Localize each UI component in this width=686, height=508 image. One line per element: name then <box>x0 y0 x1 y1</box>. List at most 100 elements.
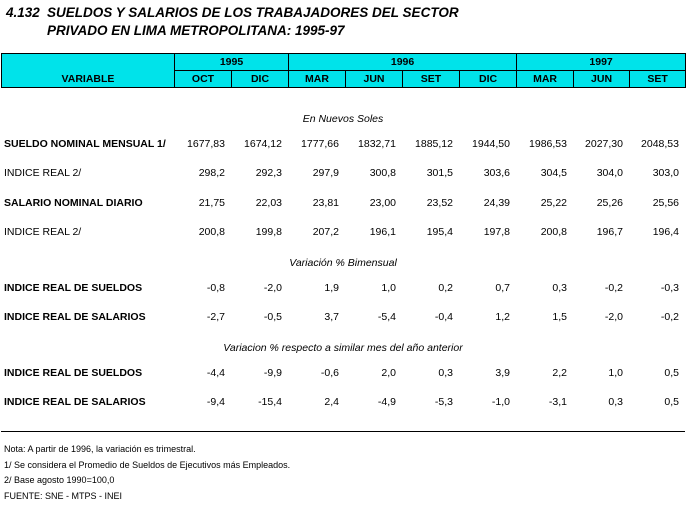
table-row: INDICE REAL DE SALARIOS -2,7 -0,5 3,7 -5,4 -0… <box>1 303 685 333</box>
table-cell: 24,39 <box>483 196 510 209</box>
table-cell: -5,3 <box>434 396 453 409</box>
month-header: JUN <box>573 70 631 88</box>
table-cell: 0,5 <box>664 396 679 409</box>
table-row: INDICE REAL 2/298,2 292,3 297,9 300,8 301,5 3… <box>1 159 685 189</box>
table-cell: 25,22 <box>540 196 567 209</box>
month-header: OCT <box>174 70 232 88</box>
table-cell: 199,8 <box>255 226 282 239</box>
table-cell: 301,5 <box>426 167 453 180</box>
table-cell: 1,9 <box>324 281 339 294</box>
table-cell: 23,00 <box>369 196 396 209</box>
row-label: SUELDO NOMINAL MENSUAL 1/ <box>4 137 166 150</box>
table-cell: -5,4 <box>377 311 396 324</box>
table-cell: -0,5 <box>263 311 282 324</box>
table-row: INDICE REAL DE SALARIOS -9,4 -15,4 2,4 -4,9 -… <box>1 388 685 418</box>
table-cell: 1677,83 <box>187 137 225 150</box>
table-cell: 0,5 <box>664 366 679 379</box>
table-cell: 2048,53 <box>641 137 679 150</box>
row-label: INDICE REAL DE SALARIOS <box>4 311 146 324</box>
table-cell: -2,0 <box>604 311 623 324</box>
table-cell: 196,4 <box>652 226 679 239</box>
table-cell: 22,03 <box>255 196 282 209</box>
table-cell: 297,9 <box>312 167 339 180</box>
table-header: VARIABLE 1995 1996 1997 OCT DIC MAR JUN SET D… <box>1 53 686 88</box>
footnote: 1/ Se considera el Promedio de Sueldos d… <box>4 459 291 470</box>
section-caption: Variación % Bimensual <box>289 257 397 269</box>
table-cell: 23,81 <box>312 196 339 209</box>
table-cell: -0,8 <box>206 281 225 294</box>
table-cell: -2,7 <box>206 311 225 324</box>
table-cell: -15,4 <box>258 396 282 409</box>
table-cell: -0,2 <box>604 281 623 294</box>
table-cell: 2,2 <box>552 366 567 379</box>
month-header: DIC <box>459 70 518 88</box>
month-header: SET <box>629 70 686 88</box>
table-cell: 1777,66 <box>301 137 339 150</box>
table-cell: 1944,50 <box>472 137 510 150</box>
table-cell: 300,8 <box>369 167 396 180</box>
month-header: MAR <box>516 70 575 88</box>
table-cell: 197,8 <box>483 226 510 239</box>
table-cell: 195,4 <box>426 226 453 239</box>
table-cell: 0,3 <box>552 281 567 294</box>
table-row: SALARIO NOMINAL DIARIO 21,75 22,03 23,81 23,… <box>1 188 685 218</box>
table-cell: 0,7 <box>495 281 510 294</box>
row-label: INDICE REAL DE SUELDOS <box>4 281 143 294</box>
table-row: INDICE REAL DE SUELDOS -4,4 -9,9 -0,6 2,0 0,3… <box>1 358 685 388</box>
table-cell: 196,7 <box>596 226 623 239</box>
table-cell: 2027,30 <box>585 137 623 150</box>
table-cell: -4,9 <box>377 396 396 409</box>
table-cell: -0,3 <box>660 281 679 294</box>
table-cell: -0,2 <box>660 311 679 324</box>
table-cell: 1,5 <box>552 311 567 324</box>
table-cell: 1986,53 <box>529 137 567 150</box>
table-title: 4.132 SUELDOS Y SALARIOS DE LOS TRABAJADO… <box>6 4 459 40</box>
row-label: INDICE REAL 2/ <box>4 226 82 239</box>
month-header: SET <box>402 70 461 88</box>
table-cell: -1,0 <box>491 396 510 409</box>
table-cell: -3,1 <box>548 396 567 409</box>
table-cell: 200,8 <box>198 226 225 239</box>
table-cell: 304,0 <box>596 167 623 180</box>
title-line-1: 4.132 SUELDOS Y SALARIOS DE LOS TRABAJADO… <box>6 4 459 22</box>
table-cell: 303,6 <box>483 167 510 180</box>
table-cell: 1832,71 <box>358 137 396 150</box>
table-cell: -0,4 <box>434 311 453 324</box>
month-header: MAR <box>288 70 347 88</box>
table-cell: 0,3 <box>608 396 623 409</box>
table-cell: 2,0 <box>381 366 396 379</box>
footnotes: Nota: A partir de 1996, la variación es … <box>4 442 290 504</box>
month-header: JUN <box>345 70 404 88</box>
table-cell: 3,7 <box>324 311 339 324</box>
footnote: FUENTE: SNE - MTPS - INEI <box>4 490 123 501</box>
table-cell: -9,4 <box>206 396 225 409</box>
table-cell: 23,52 <box>426 196 453 209</box>
table-cell: 2,4 <box>324 396 339 409</box>
table-cell: 21,75 <box>198 196 225 209</box>
footnote: 2/ Base agosto 1990=100,0 <box>4 475 115 485</box>
table-cell: 25,56 <box>652 196 679 209</box>
month-header: DIC <box>230 70 290 88</box>
row-label: INDICE REAL DE SUELDOS <box>4 366 143 379</box>
data-table: En Nuevos Soles SUELDO NOMINAL MENSUAL 1/… <box>1 105 685 417</box>
table-cell: 1885,12 <box>415 137 453 150</box>
table-cell: -2,0 <box>263 281 282 294</box>
footer-rule <box>1 431 685 432</box>
table-cell: 200,8 <box>540 226 567 239</box>
table-cell: -0,6 <box>320 366 339 379</box>
table-cell: 207,2 <box>312 226 339 239</box>
year-header-1995: 1995 <box>173 53 290 71</box>
table-cell: 303,0 <box>652 167 679 180</box>
table-cell: 0,3 <box>438 366 453 379</box>
table-cell: 25,26 <box>596 196 623 209</box>
table-cell: 1,0 <box>608 366 623 379</box>
footnote: Nota: A partir de 1996, la variación es … <box>4 444 196 454</box>
row-label: INDICE REAL DE SALARIOS <box>4 396 146 409</box>
year-header-1996: 1996 <box>288 53 518 71</box>
table-cell: 3,9 <box>495 366 510 379</box>
table-cell: 304,5 <box>540 167 567 180</box>
table-number: 4.132 <box>6 5 40 20</box>
title-line-2: PRIVADO EN LIMA METROPOLITANA: 1995-97 <box>47 23 345 38</box>
table-cell: -9,9 <box>263 366 282 379</box>
section-caption: Variacion % respecto a similar mes del a… <box>223 342 463 354</box>
